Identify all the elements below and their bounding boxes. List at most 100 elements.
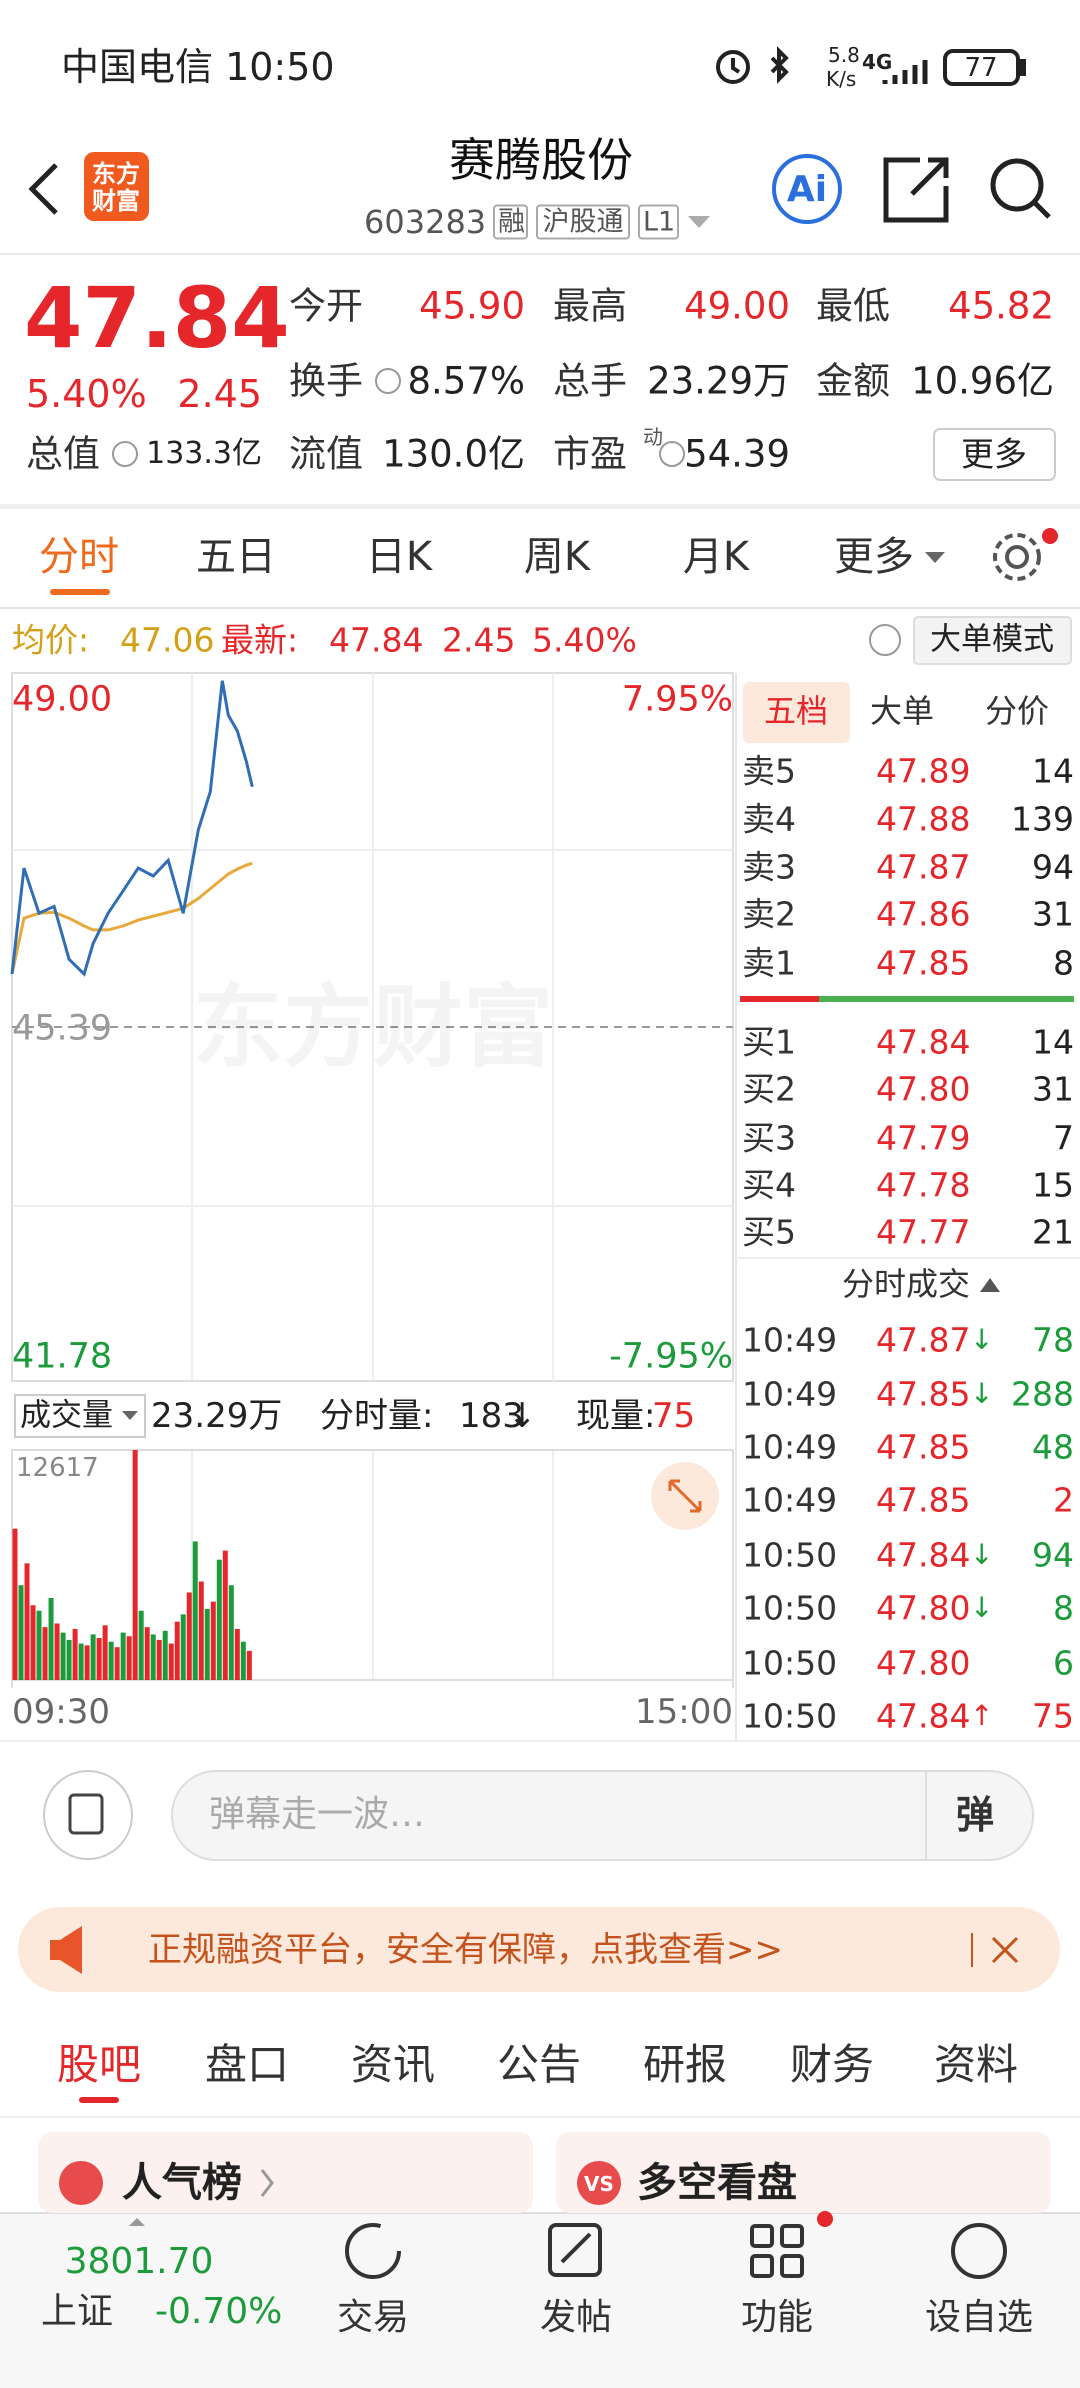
volume-bar [234,1628,240,1680]
volume-bar [180,1614,186,1680]
nav-item[interactable]: 功能 [740,2297,814,2338]
logo-text: 东方 [92,160,140,188]
section-tab[interactable]: 盘口 [204,2040,290,2089]
stock-tag: 沪股通 [536,204,630,240]
card[interactable] [38,2132,533,2213]
chart-tab[interactable]: 五日 [196,534,276,580]
stat-label: 总值 [26,432,100,476]
book-tab[interactable]: 分价 [984,692,1050,730]
ai-label[interactable]: Ai [786,169,828,210]
stat-value: 133.3亿 [146,436,262,471]
volume-bar [126,1636,132,1680]
index-name: 上证 [41,2291,114,2332]
card-badge: VS [584,2172,614,2196]
volume-bar [60,1632,66,1680]
dropdown-icon[interactable] [688,216,710,228]
volume-bar [102,1625,108,1680]
section-tab[interactable]: 股吧 [56,2040,142,2089]
comment-input[interactable] [171,1770,1034,1861]
more-button[interactable] [933,428,1056,481]
chart-tab[interactable]: 日K [365,534,433,580]
section-tab[interactable]: 财务 [789,2040,875,2089]
book-volume: 14 [1032,751,1074,791]
trade-volume: 48 [1032,1427,1074,1467]
danmaku-button[interactable]: 弹 [955,1793,995,1837]
trade-price: 47.84 [876,1535,971,1575]
search-icon[interactable] [990,158,1051,219]
book-price: 47.89 [876,751,971,791]
chart-tab[interactable]: 分时 [39,534,119,580]
stat-superscript: 动 [643,425,663,449]
section-tab[interactable]: 资料 [933,2040,1019,2089]
stat-value: 10.96亿 [911,359,1054,403]
stat-value: 130.0亿 [382,432,525,476]
book-price: 47.85 [876,943,971,983]
mode-button[interactable]: 大单模式 [930,621,1054,658]
back-icon[interactable] [28,163,58,215]
change-pct: 5.40% [26,372,147,416]
help-icon[interactable] [869,624,901,656]
settings-icon[interactable] [993,533,1041,581]
chart-tab[interactable]: 周K [523,534,591,580]
close-icon[interactable] [991,1936,1019,1964]
chart-tab[interactable]: 更多 [834,534,914,580]
time-grid [12,673,733,1680]
section-tab[interactable]: 研报 [642,2040,728,2089]
x-tick-label: 15:00 [635,1692,733,1732]
index-value: 3801.70 [64,2241,214,2282]
stat-value: 45.82 [948,284,1054,328]
card[interactable] [556,2132,1051,2213]
book-price: 47.78 [876,1165,971,1205]
volume-bar [108,1641,114,1680]
section-tab[interactable]: 公告 [496,2040,582,2089]
volume-frame [11,1449,734,1681]
banner-bg[interactable] [18,1907,1060,1992]
volume-selector[interactable] [14,1394,146,1438]
nav-item[interactable]: 设自选 [924,2297,1034,2338]
book-price: 47.86 [876,894,971,934]
mode-button[interactable] [913,616,1072,665]
book-tab[interactable]: 五档 [763,692,829,730]
comment-icon[interactable] [43,1770,133,1860]
volume-bar [36,1610,42,1680]
badge-dot [1042,528,1058,544]
trade-volume: 288 [1011,1374,1074,1414]
trade-arrow: ↓ [970,1377,994,1410]
nav-item[interactable]: 交易 [336,2297,410,2338]
summary-latest: 47.84 [329,620,424,660]
section-tab[interactable]: 资讯 [350,2040,436,2089]
volume-bar [54,1623,60,1680]
summary-avg-label: 均价: [12,620,90,660]
share-icon[interactable] [883,157,949,223]
volume-bar [156,1639,162,1680]
volume-bar [228,1585,234,1680]
trade-time: 10:49 [742,1320,838,1360]
stat-label: 金额 [816,359,890,403]
book-label: 卖4 [742,799,796,839]
volume-minute-arrow: ↓ [508,1396,537,1436]
stat-label: 今开 [289,284,363,328]
net-speed: 5.8 [828,43,860,67]
book-tab[interactable]: 大单 [869,692,935,730]
banner-text[interactable]: 正规融资平台，安全有保障，点我查看>> [148,1930,783,1970]
book-price: 47.77 [876,1212,971,1252]
trade-volume: 75 [1032,1696,1074,1736]
stat-label: 最低 [816,284,890,328]
chart-tab[interactable]: 月K [682,534,750,580]
trade-volume: 8 [1053,1588,1074,1628]
y2-tick-label: -7.95% [609,1336,733,1377]
nav-item[interactable]: 发帖 [539,2297,613,2338]
split-bar-sell [740,996,819,1002]
volume-bar [78,1643,84,1680]
volume-bar [120,1632,126,1680]
book-label: 买4 [742,1165,796,1205]
stat-label: 流值 [289,432,363,476]
book-price: 47.88 [876,799,971,839]
trade-arrow: ↓ [970,1591,994,1624]
book-label: 买1 [742,1022,796,1062]
ai-icon[interactable] [772,154,842,224]
more-button[interactable]: 更多 [961,434,1027,474]
trade-time: 10:50 [742,1696,838,1736]
volume-bar [84,1645,90,1680]
